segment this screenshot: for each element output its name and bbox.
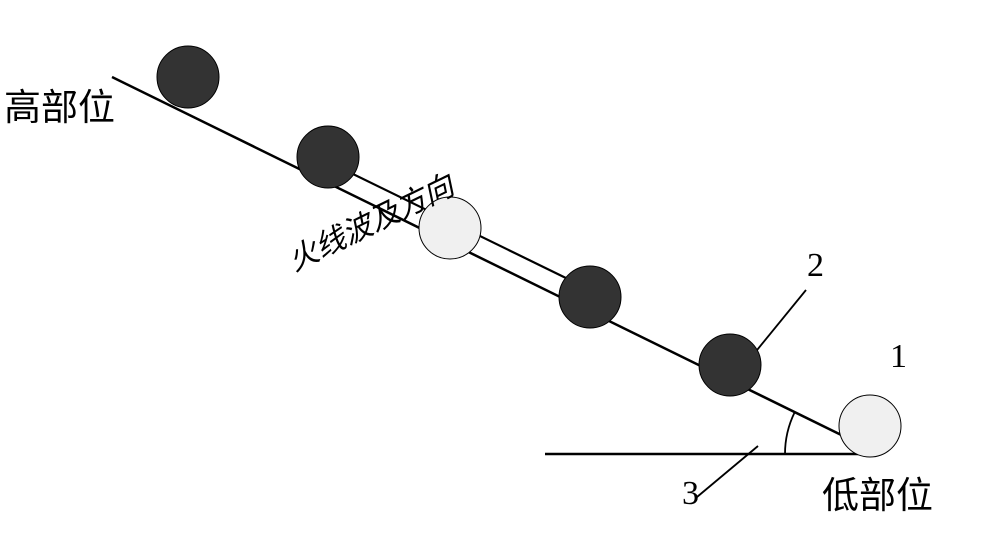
ball-4 <box>559 266 621 328</box>
label-low-position: 低部位 <box>822 465 933 519</box>
slope-line <box>112 77 880 454</box>
label-high-position: 高部位 <box>4 77 115 131</box>
callout-line-2 <box>753 290 806 355</box>
diagram-container: 高部位 低部位 火线波及方向 1 2 3 <box>0 0 1000 541</box>
angle-arc <box>785 412 795 454</box>
label-callout-1: 1 <box>890 338 907 376</box>
balls-group <box>157 46 901 457</box>
diagram-svg <box>0 0 1000 541</box>
ball-6 <box>839 395 901 457</box>
label-callout-3: 3 <box>682 475 699 513</box>
ball-5 <box>699 334 761 396</box>
ball-1 <box>157 46 219 108</box>
lines-group <box>112 77 880 497</box>
ball-2 <box>297 126 359 188</box>
label-callout-2: 2 <box>807 247 824 285</box>
